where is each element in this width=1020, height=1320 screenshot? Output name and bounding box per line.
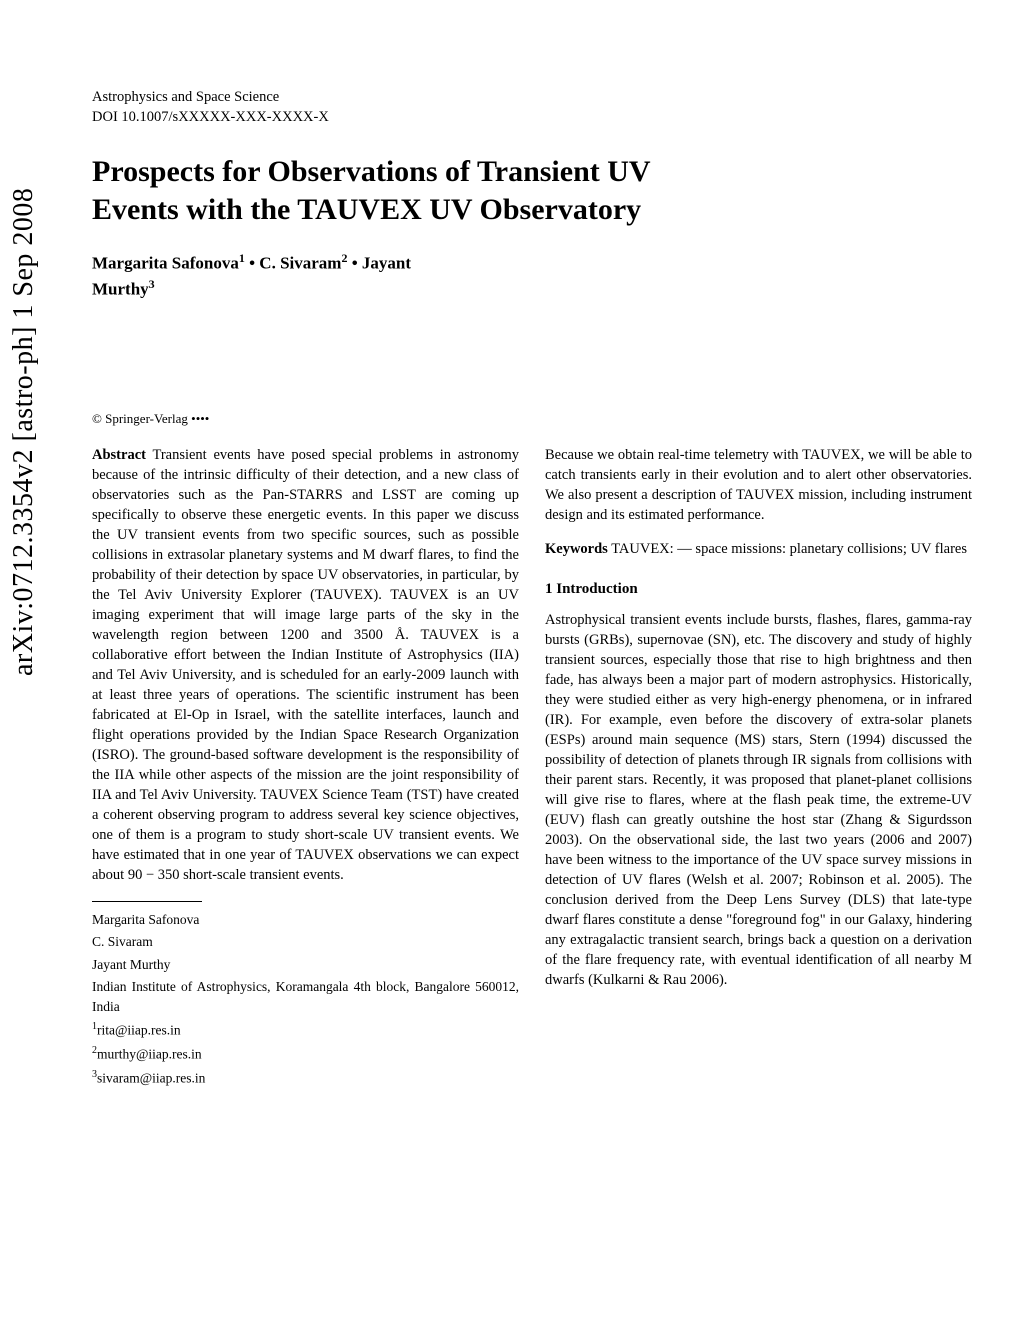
keywords-paragraph: Keywords TAUVEX: — space missions: plane…: [545, 539, 972, 559]
introduction-text: Astrophysical transient events include b…: [545, 610, 972, 990]
keywords-text: TAUVEX: — space missions: planetary coll…: [608, 541, 967, 557]
fn-e2: murthy@iiap.res.in: [97, 1047, 202, 1062]
left-column: Abstract Transient events have posed spe…: [92, 445, 519, 1091]
section-1-heading: 1 Introduction: [545, 579, 972, 600]
footnote-email-2: 2murthy@iiap.res.in: [92, 1043, 519, 1065]
keywords-label: Keywords: [545, 541, 608, 557]
running-head: Astrophysics and Space Science DOI 10.10…: [92, 88, 972, 127]
journal-name: Astrophysics and Space Science: [92, 88, 972, 108]
footnote-author-1: Margarita Safonova: [92, 910, 519, 930]
paper-title: Prospects for Observations of Transient …: [92, 153, 972, 228]
footnote-author-2: C. Sivaram: [92, 932, 519, 952]
title-line-1: Prospects for Observations of Transient …: [92, 153, 972, 191]
doi-line: DOI 10.1007/sXXXXX-XXX-XXXX-X: [92, 108, 972, 128]
two-column-body: Abstract Transient events have posed spe…: [92, 445, 972, 1091]
footnote-email-3: 3sivaram@iiap.res.in: [92, 1067, 519, 1089]
footnote-author-3: Jayant Murthy: [92, 955, 519, 975]
arxiv-stamp: arXiv:0712.3354v2 [astro-ph] 1 Sep 2008: [8, 188, 40, 676]
author-block: Margarita Safonova1 • C. Sivaram2 • Jaya…: [92, 250, 972, 301]
fn-e3: sivaram@iiap.res.in: [97, 1070, 205, 1085]
author-3-sup: 3: [149, 277, 155, 291]
paper-page: Astrophysics and Space Science DOI 10.10…: [92, 88, 972, 1091]
footnote-email-1: 1rita@iiap.res.in: [92, 1019, 519, 1041]
author-3a: • Jayant: [347, 254, 411, 273]
fn-e1: rita@iiap.res.in: [97, 1023, 181, 1038]
abstract-continuation: Because we obtain real-time telemetry wi…: [545, 445, 972, 525]
author-2: • C. Sivaram: [245, 254, 342, 273]
author-3b: Murthy: [92, 279, 149, 298]
abstract-text: Transient events have posed special prob…: [92, 447, 519, 883]
abstract-label: Abstract: [92, 447, 146, 463]
author-1: Margarita Safonova: [92, 254, 239, 273]
abstract-paragraph: Abstract Transient events have posed spe…: [92, 445, 519, 885]
copyright-line: © Springer-Verlag ••••: [92, 411, 972, 427]
footnote-separator: [92, 901, 202, 902]
footnote-affiliation: Indian Institute of Astrophysics, Korama…: [92, 977, 519, 1018]
title-line-2: Events with the TAUVEX UV Observatory: [92, 191, 972, 229]
right-column: Because we obtain real-time telemetry wi…: [545, 445, 972, 1091]
footnotes-block: Margarita Safonova C. Sivaram Jayant Mur…: [92, 910, 519, 1089]
